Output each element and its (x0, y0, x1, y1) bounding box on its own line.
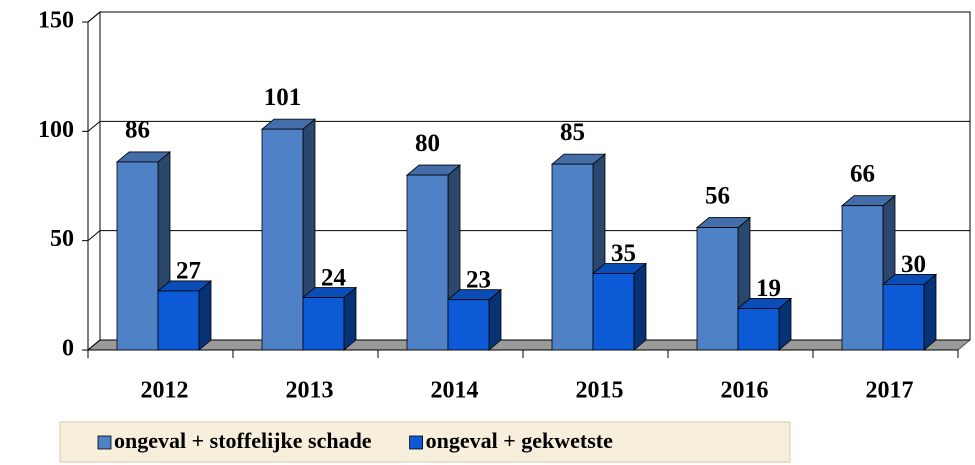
bar (447, 299, 490, 351)
legend-swatch (409, 435, 423, 450)
data-label: 66 (850, 160, 875, 187)
legend-label: ongeval + gekwetste (426, 428, 614, 453)
x-tick-label: 2016 (721, 378, 769, 404)
bar-group (156, 280, 213, 351)
bar (882, 283, 925, 351)
bar (592, 273, 635, 351)
data-label: 85 (560, 119, 585, 146)
data-label: 23 (466, 266, 491, 293)
grid-line (87, 230, 970, 242)
bar-group (881, 273, 938, 351)
data-label: 24 (321, 264, 347, 291)
x-tick-label: 2013 (286, 378, 334, 404)
bar (696, 227, 739, 351)
grid-line (87, 120, 970, 132)
back-wall (99, 11, 971, 341)
x-tick-label: 2015 (576, 378, 624, 404)
data-label: 19 (756, 275, 781, 302)
bar-side (343, 286, 357, 351)
data-label: 30 (901, 251, 926, 278)
side-wall (87, 10, 101, 352)
bar (261, 128, 304, 351)
bar (157, 290, 200, 351)
bar-side (923, 273, 937, 351)
data-label: 101 (264, 84, 302, 111)
data-label: 35 (611, 240, 636, 267)
y-tick-label: 150 (38, 8, 74, 34)
bar-group (301, 286, 358, 351)
bar (302, 297, 345, 351)
bar (116, 161, 159, 351)
grid-line (87, 11, 970, 23)
bar-group (446, 288, 503, 351)
legend-box (59, 421, 791, 463)
x-tick-label: 2012 (141, 378, 189, 404)
y-tick-label: 50 (50, 226, 74, 252)
bar-side (198, 280, 212, 351)
data-label: 80 (415, 130, 440, 157)
bar-group (736, 297, 793, 351)
floor (86, 339, 972, 351)
data-label: 86 (125, 117, 150, 144)
bar-group (591, 262, 648, 351)
y-tick-label: 100 (38, 117, 74, 143)
x-tick-label: 2014 (431, 378, 479, 404)
data-label: 56 (705, 182, 730, 209)
bar (841, 205, 884, 351)
bar-group (260, 118, 317, 351)
bar (406, 174, 449, 351)
bar-group (695, 216, 752, 351)
data-label: 27 (176, 258, 201, 285)
bar-side (488, 288, 502, 351)
legend-swatch (97, 435, 112, 450)
bar-side (633, 262, 647, 351)
legend-label: ongeval + stoffelijke schade (114, 428, 372, 453)
x-tick-label: 2017 (866, 378, 914, 404)
bar (551, 163, 594, 351)
bar (737, 308, 780, 351)
y-tick-label: 0 (62, 336, 74, 362)
grid-line (87, 339, 970, 351)
